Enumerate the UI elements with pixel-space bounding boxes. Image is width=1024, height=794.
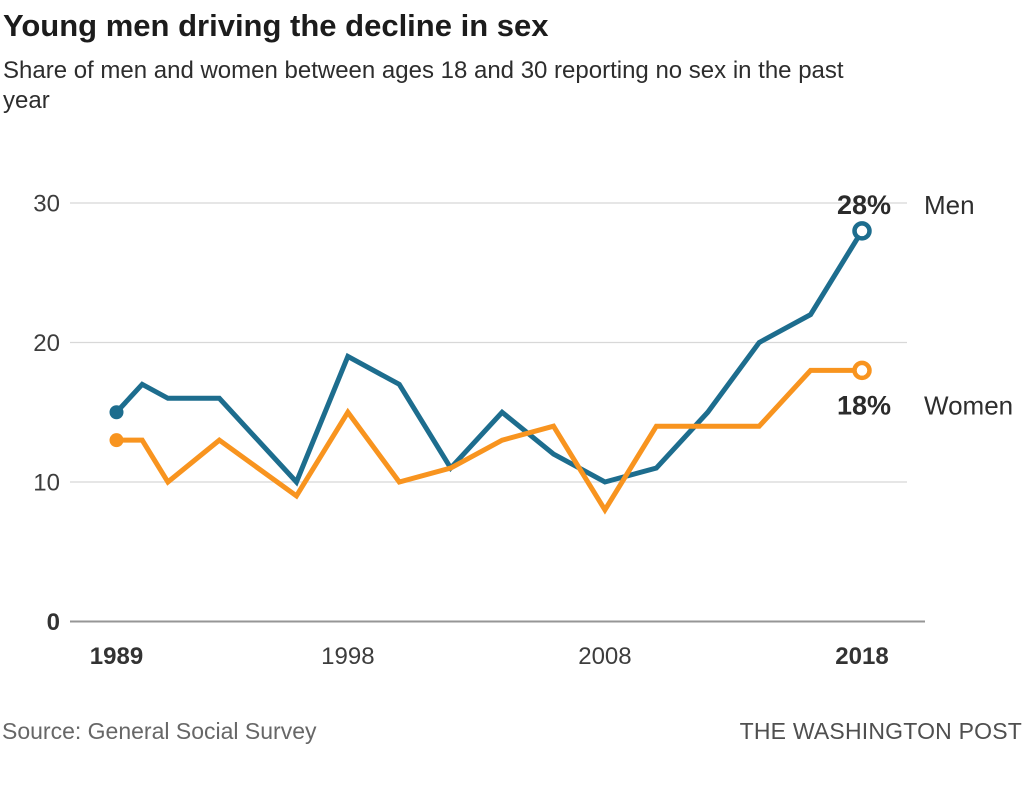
page-title: Young men driving the decline in sex [3, 8, 549, 43]
y-tick-label-30: 30 [33, 191, 60, 218]
series-value-label-women: 18% [837, 390, 891, 420]
series-name-label-women: Women [924, 390, 1013, 420]
y-tick-label-0: 0 [47, 609, 60, 636]
x-tick-label-2018: 2018 [835, 643, 888, 670]
y-tick-label-20: 20 [33, 330, 60, 357]
series-start-dot-women [109, 433, 124, 448]
x-tick-label-2008: 2008 [578, 643, 631, 670]
chart-footer: Source: General Social Survey THE WASHIN… [2, 717, 1022, 745]
series-start-dot-men [109, 405, 124, 420]
series-line-men [114, 229, 865, 487]
series-name-label-men: Men [924, 190, 975, 220]
series-line-women [116, 367, 862, 515]
chart-subtitle: Share of men and women between ages 18 a… [3, 57, 844, 114]
source-note: Source: General Social Survey [2, 718, 317, 744]
series-end-circle-men [852, 221, 872, 241]
x-tick-label-1989: 1989 [90, 643, 143, 670]
x-tick-label-1998: 1998 [321, 643, 374, 670]
series-value-label-men: 28% [837, 190, 891, 220]
y-tick-label-10: 10 [33, 470, 60, 497]
series-end-circle-women [852, 360, 872, 381]
publisher-credit: THE WASHINGTON POST [739, 718, 1022, 744]
